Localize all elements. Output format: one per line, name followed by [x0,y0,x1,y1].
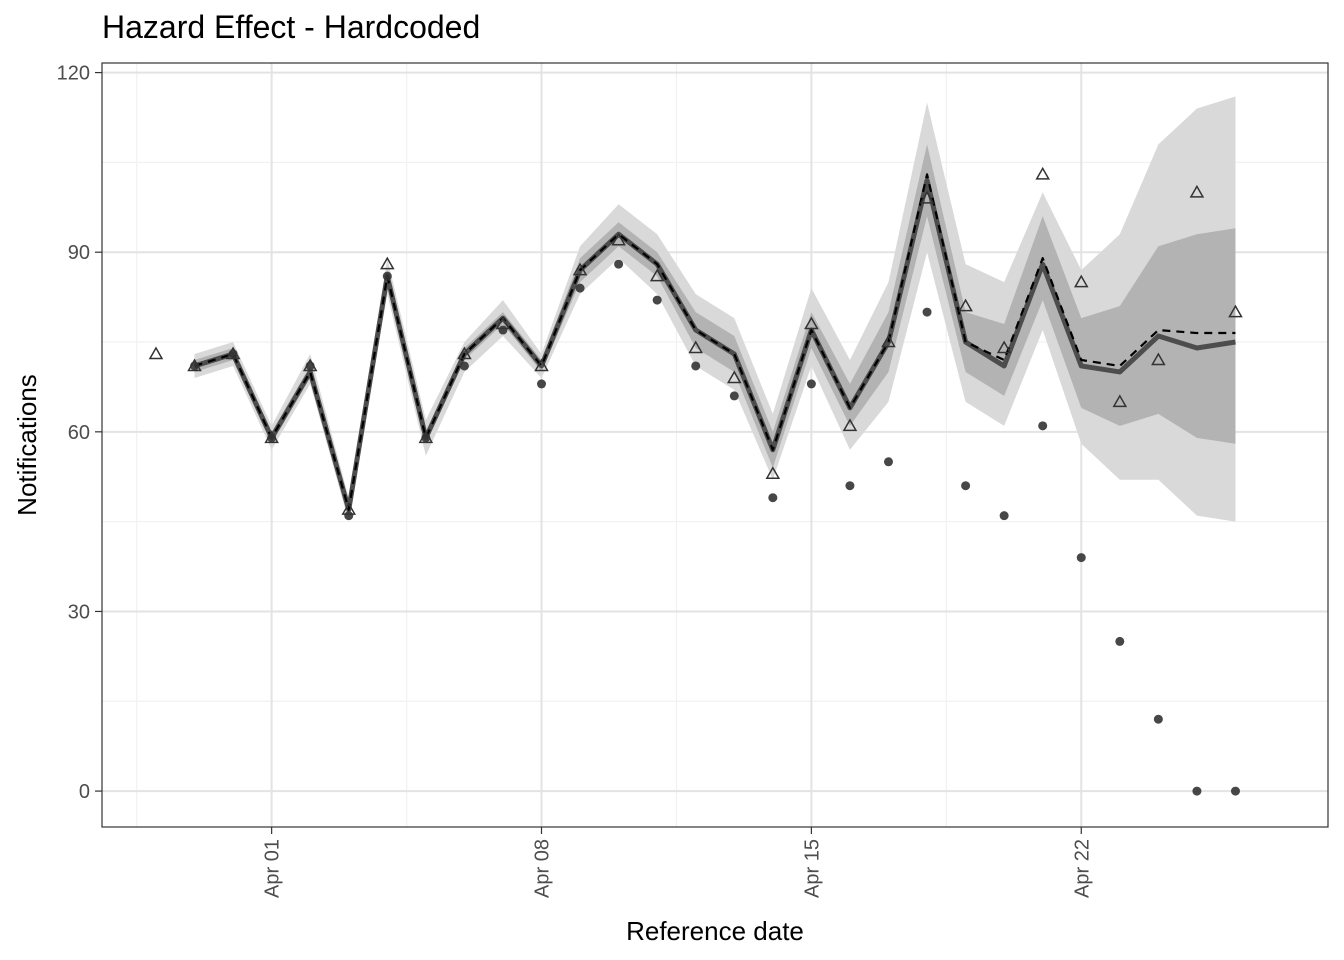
point-triangle [1112,394,1128,408]
y-tick-label: 0 [79,781,90,803]
point-triangle [881,334,896,348]
point-circle [1115,636,1125,646]
point-circle [768,493,778,503]
point-triangle [457,346,472,360]
point-circle [922,307,932,317]
point-circle [1230,786,1240,796]
point-circle [1038,421,1048,431]
x-tick-label: Apr 15 [801,839,823,898]
point-circle [652,295,662,305]
point-triangle [341,502,357,515]
point-circle [537,379,547,389]
x-tick-label: Apr 22 [1071,839,1093,898]
point-circle [806,379,816,389]
point-triangle [842,418,858,432]
y-tick-label: 60 [68,422,90,444]
lines [193,173,1236,513]
x-axis-title: Reference date [626,916,804,946]
point-circle [691,361,701,371]
x-tick-label: Apr 08 [532,839,554,898]
ribbon-dark [194,144,1236,516]
x-tick-label: Apr 01 [262,839,284,898]
point-triangle [765,466,781,479]
point-circle [498,325,508,335]
point-triangle [726,370,742,384]
point-triangle [225,346,241,360]
point-triangle [1151,352,1166,366]
ribbon-light [194,96,1236,522]
point-triangle [1035,166,1050,180]
point-triangle [302,358,318,372]
point-circle [1192,786,1202,796]
point-circle [1076,553,1086,563]
point-circle [614,259,624,269]
point-circle [575,283,585,293]
point-triangle [187,358,202,372]
point-triangle [611,232,626,246]
point-circle [961,481,971,491]
point-triangle [688,340,704,354]
y-axis: 0 30 60 90 120 [57,63,102,803]
point-circle [459,361,469,371]
point-triangle [495,316,511,330]
y-tick-label: 90 [68,242,90,264]
point-triangle [996,340,1012,354]
point-triangle [804,316,819,330]
point-triangle [919,190,935,204]
point-circle [845,481,855,491]
points [148,166,1243,796]
point-triangle [534,358,549,372]
point-triangle [958,298,973,312]
y-axis-title: Notifications [12,374,42,516]
point-triangle [1228,304,1243,318]
point-triangle [572,262,588,276]
point-circle [382,271,392,281]
point-triangle [1189,184,1205,198]
chart-title: Hazard Effect - Hardcoded [102,9,480,45]
panel-border [101,62,1329,828]
point-circle [883,457,893,467]
point-circle [1153,714,1163,724]
point-triangle [264,430,279,444]
point-circle [729,391,739,401]
point-triangle [418,430,434,444]
ribbons [194,96,1236,522]
point-circle [999,511,1009,521]
y-tick-label: 120 [57,63,90,85]
point-circle [344,511,354,521]
line-dashed [194,173,1236,511]
y-tick-label: 30 [68,601,90,623]
point-triangle [148,346,164,360]
point-triangle [649,268,665,282]
x-axis: Apr 01 Apr 08 Apr 15 Apr 22 [262,827,1093,898]
point-triangle [1073,274,1089,288]
point-triangle [380,256,395,270]
